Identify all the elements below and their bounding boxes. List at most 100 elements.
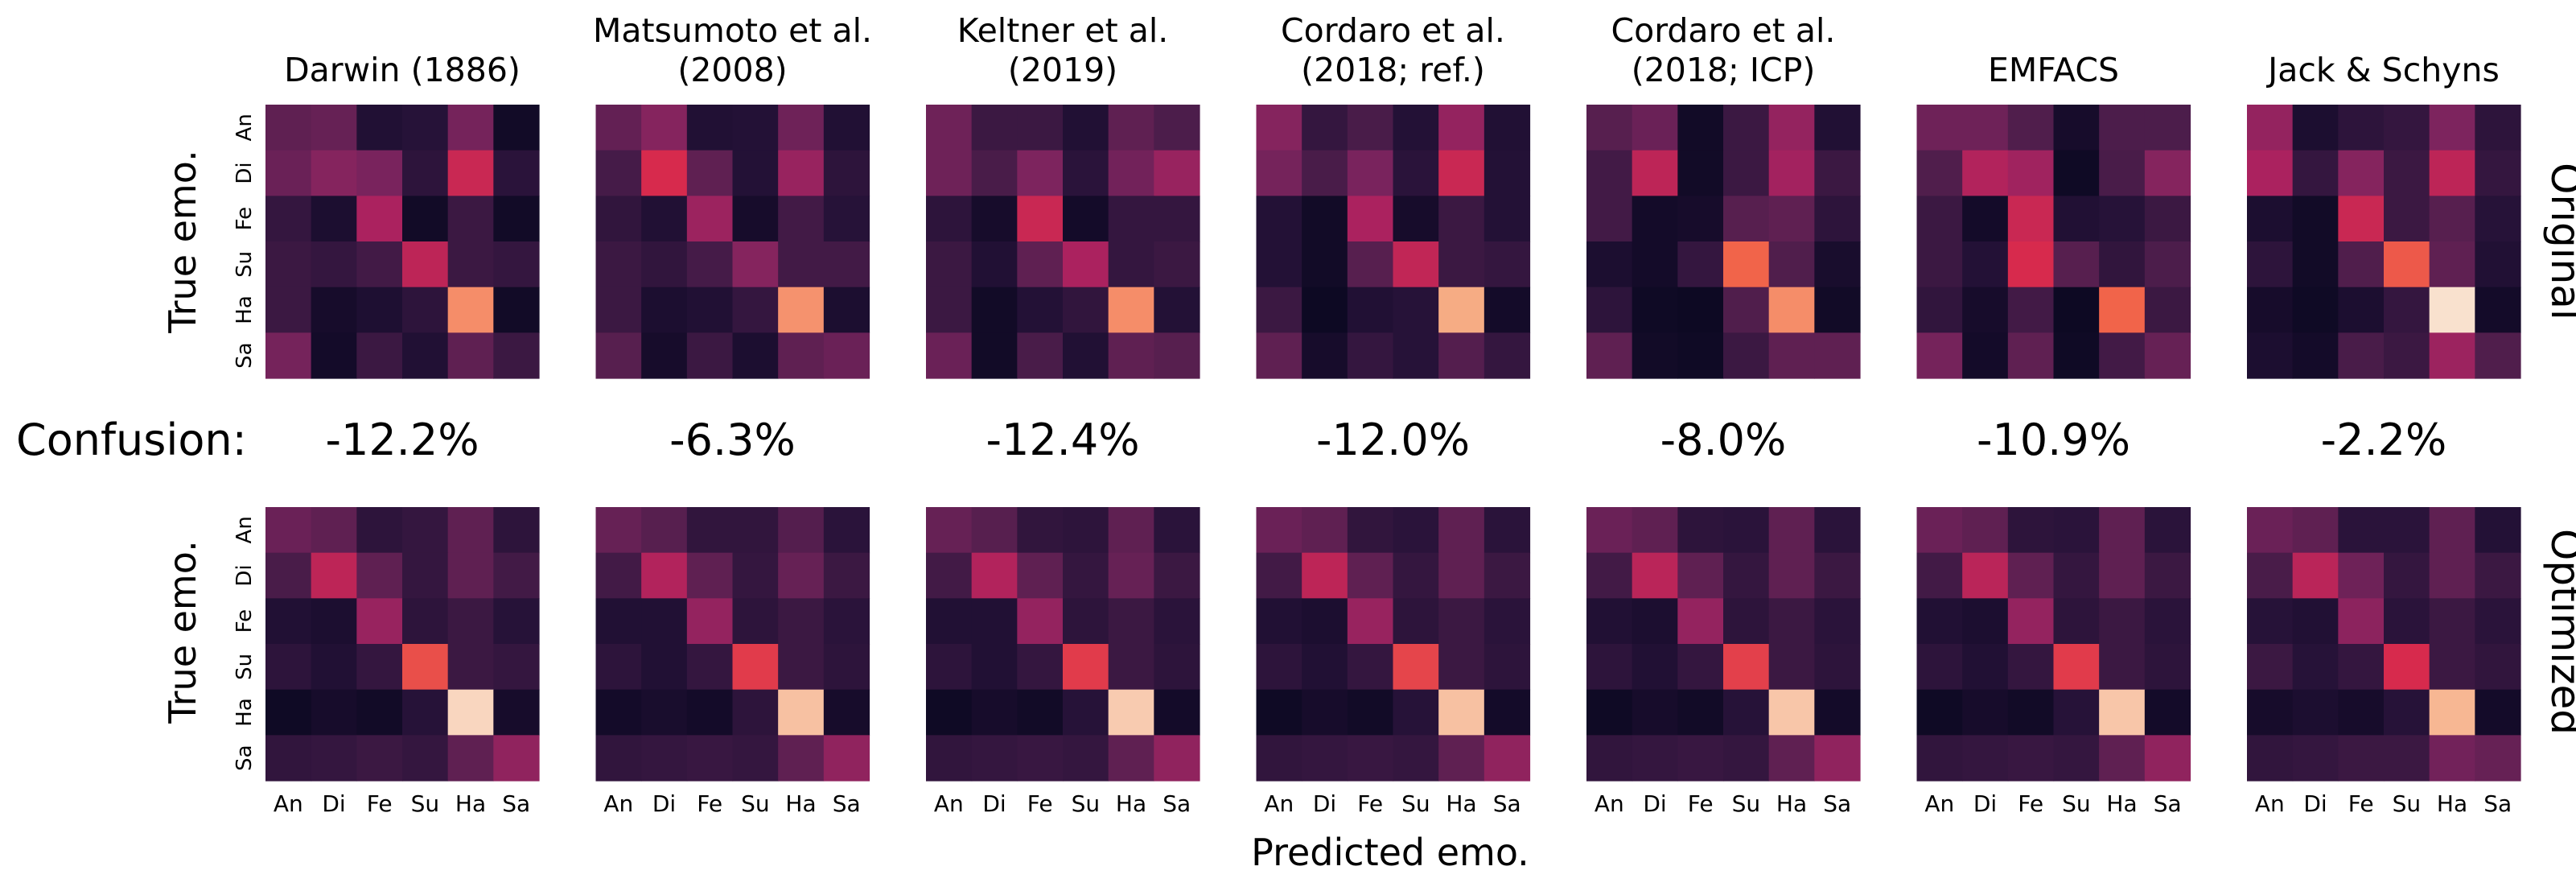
heatmap-cell [2007,552,2055,599]
y-tick-label: Su [232,251,257,278]
heatmap-cell [1677,332,1724,379]
heatmap-cell [2338,332,2385,379]
heatmap-cell [823,241,870,288]
heatmap-cell [356,735,403,782]
x-tick-label: Su [741,790,770,817]
heatmap-cell [1916,644,1963,691]
heatmap-cell [2292,287,2339,333]
heatmap-cell [1302,689,1348,736]
heatmap-cell [1677,105,1724,151]
heatmap-cell [493,507,540,554]
x-tick-label: Di [982,790,1006,817]
x-tick-label: Ha [1116,790,1146,817]
heatmap-cell [1393,287,1439,333]
x-tick-label: Ha [2437,790,2467,817]
heatmap-cell [686,241,734,288]
y-tick-label: Fe [232,207,257,231]
heatmap-cell [2247,644,2294,691]
heatmap-cell [2429,150,2475,196]
row-label-optimized: Optimized [2542,529,2576,735]
heatmap-cell [1632,150,1678,196]
heatmap-cell [1814,287,1861,333]
y-tick-label: An [232,516,257,543]
heatmap-cell [971,150,1018,196]
heatmap-cell [2338,598,2385,645]
heatmap-cell [1256,196,1302,242]
row-label-original: Original [2542,163,2576,320]
heatmap-cell [1302,735,1348,782]
heatmap-cell [1723,644,1770,691]
heatmap-cell [1017,552,1064,599]
heatmap-cell [1916,150,1963,196]
heatmap-cell [2053,689,2100,736]
x-tick-label: Su [1732,790,1761,817]
heatmap-cell [1347,332,1394,379]
x-tick-label: Fe [1688,790,1714,817]
heatmap-cell [641,105,688,151]
heatmap-cell [686,332,734,379]
heatmap-cell [823,287,870,333]
heatmap-cell [778,241,825,288]
heatmap-cell [595,689,642,736]
heatmap-cell [2099,507,2146,554]
heatmap-cell [1483,105,1531,151]
heatmap-cell [1017,507,1064,554]
heatmap-cell [686,150,734,196]
heatmap-cell [1302,241,1348,288]
x-tick-label: An [1595,790,1624,817]
heatmap-cell [356,150,403,196]
heatmap-cell [1017,598,1064,645]
heatmap-panels: Darwin (1886) -12.2% An Di Fe Su Ha Sa An Di Fe Su H… [232,11,2521,817]
heatmap-cell [778,644,825,691]
heatmap-cell [1768,735,1815,782]
heatmap-cell [641,332,688,379]
heatmap-cell [447,644,494,691]
heatmap-cell [1723,552,1770,599]
heatmap-cell [2292,105,2339,151]
heatmap-cell [641,644,688,691]
heatmap-cell [2475,598,2521,645]
confusion-value: -2.2% [2321,415,2447,465]
heatmap-cell [2384,287,2430,333]
heatmap-cell [2384,598,2430,645]
heatmap-cell [1814,196,1861,242]
x-tick-label: An [274,790,303,817]
x-tick-label: An [1264,790,1294,817]
heatmap-cell [1017,332,1064,379]
heatmap-cell [2053,552,2100,599]
heatmap-cell [1962,552,2009,599]
heatmap-cell [732,196,779,242]
heatmap-cell [2099,598,2146,645]
heatmap-cell [1814,735,1861,782]
heatmap-cell [2292,332,2339,379]
heatmap-cell [2429,735,2475,782]
heatmap-cell [1586,644,1633,691]
heatmap-cell [1814,507,1861,554]
panel-title: Keltner et al. [957,11,1169,50]
x-tick-label: Ha [2106,790,2137,817]
heatmap-cell [1483,507,1531,554]
heatmap-cell [971,196,1018,242]
heatmap-cell [493,552,540,599]
heatmap-cell [311,644,357,691]
heatmap-cell [1302,644,1348,691]
heatmap-cell [2429,598,2475,645]
heatmap-cell [356,507,403,554]
heatmap-cell [1632,552,1678,599]
heatmap-cell [2053,735,2100,782]
heatmap-cell [2429,287,2475,333]
heatmap-cell [1154,105,1200,151]
heatmap-cell [823,689,870,736]
heatmap-cell [1063,507,1109,554]
heatmap-cell [1768,507,1815,554]
heatmap-cell [1393,196,1439,242]
heatmap-cell [2099,196,2146,242]
heatmap-cell [1916,598,1963,645]
heatmap-cell [1962,689,2009,736]
heatmap-cell [1916,241,1963,288]
heatmap-cell [1768,332,1815,379]
heatmap-cell [1438,196,1485,242]
heatmap-cell [447,689,494,736]
heatmap-cell [1438,552,1485,599]
heatmap-cell [1677,598,1724,645]
